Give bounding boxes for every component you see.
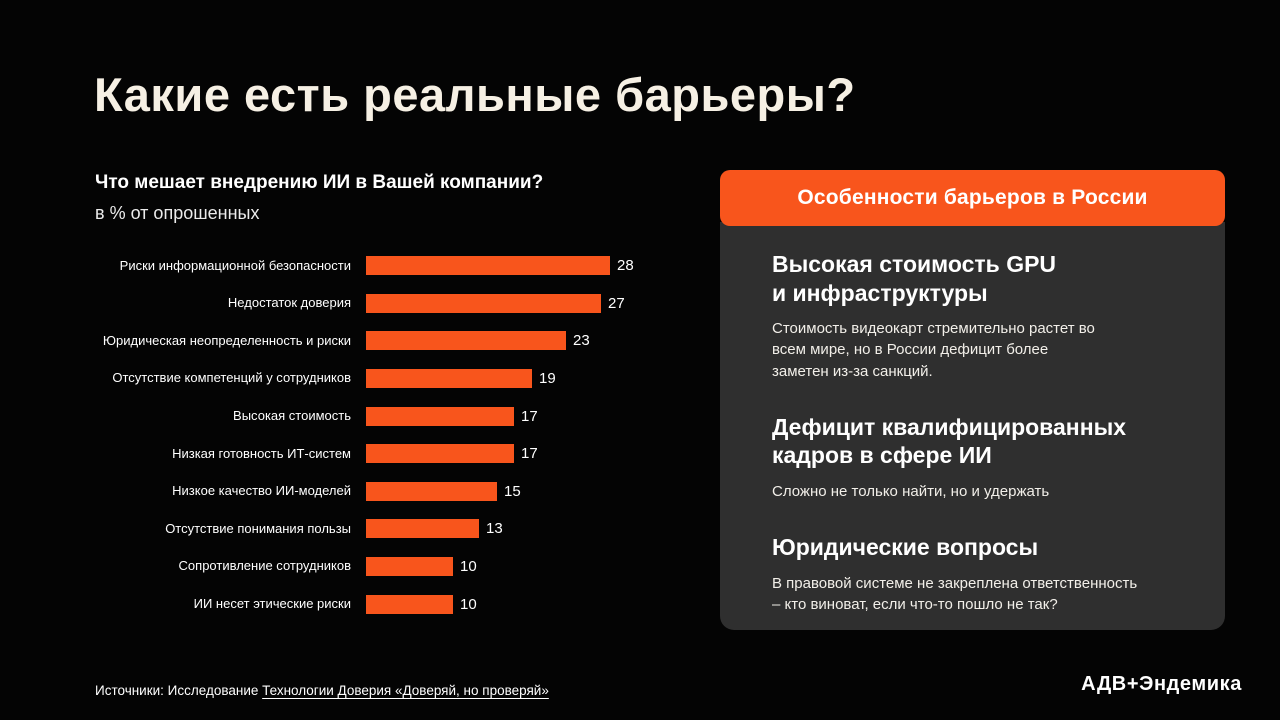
panel-section-title: Высокая стоимость GPU и инфраструктуры xyxy=(772,251,1057,306)
bar xyxy=(366,331,566,351)
bar-label: Недостаток доверия xyxy=(227,295,351,311)
panel-section-body: Сложно не только найти, но и удержать xyxy=(772,482,1050,500)
bar-row: Высокая стоимость 17 xyxy=(78,397,668,435)
bar-track: 23 xyxy=(366,331,668,351)
bar-label: Юридическая неопределенность и риски xyxy=(102,332,351,348)
source-link[interactable]: Технологии Доверия «Доверяй, но проверяй… xyxy=(262,683,549,698)
bar-row: Отсутствие понимания пользы 13 xyxy=(78,510,668,548)
panel-section-body: В правовой системе не закреплена ответст… xyxy=(772,574,1138,614)
panel-section: Высокая стоимость GPU и инфраструктуры С… xyxy=(772,250,1187,382)
bar-label: Низкая готовность ИТ-систем xyxy=(172,445,351,461)
bar-row: ИИ несет этические риски 10 xyxy=(78,585,668,623)
bar-track: 17 xyxy=(366,406,668,426)
chart-subtitle: в % от опрошенных xyxy=(95,203,260,223)
logo: АДВ+Эндемика xyxy=(1081,673,1242,695)
panel-section-body: Стоимость видеокарт стремительно растет … xyxy=(772,320,1095,380)
bar-label: Отсутствие компетенций у сотрудников xyxy=(112,370,351,386)
bar-track: 27 xyxy=(366,293,668,313)
bar-label: Высокая стоимость xyxy=(233,408,351,424)
panel-section-title: Дефицит квалифицированных кадров в сфере… xyxy=(772,413,1127,469)
panel-section: Дефицит квалифицированных кадров в сфере… xyxy=(772,413,1187,502)
bar-value: 10 xyxy=(460,558,477,576)
bar-row: Риски информационной безопасности 28 xyxy=(78,247,668,285)
bar xyxy=(366,406,514,426)
bar-track: 19 xyxy=(366,369,668,389)
bar-value: 17 xyxy=(521,407,538,425)
bar-value: 23 xyxy=(573,332,590,350)
source-prefix: Источники: Исследование xyxy=(95,683,263,698)
bar-value: 10 xyxy=(460,595,477,613)
bar-label: Отсутствие понимания пользы xyxy=(165,520,351,536)
bar xyxy=(366,256,610,276)
bar-track: 10 xyxy=(366,594,668,614)
bar xyxy=(366,293,601,313)
bar xyxy=(366,519,479,539)
bar xyxy=(366,481,497,501)
bar xyxy=(366,594,453,614)
bar-value: 17 xyxy=(521,445,538,463)
bar xyxy=(366,369,532,389)
bar-value: 19 xyxy=(539,370,556,388)
bar-track: 13 xyxy=(366,519,668,539)
bar-row: Низкая готовность ИТ-систем 17 xyxy=(78,435,668,473)
source-note: Источники: Исследование Технологии Довер… xyxy=(95,683,549,698)
bar-chart: Риски информационной безопасности 28 Недос… xyxy=(78,247,668,623)
panel-header: Особенности барьеров в России xyxy=(720,170,1225,226)
bar-row: Юридическая неопределенность и риски 23 xyxy=(78,322,668,360)
chart-header: Что мешает внедрению ИИ в Вашей компании… xyxy=(95,172,543,224)
chart-title: Что мешает внедрению ИИ в Вашей компании… xyxy=(95,172,544,193)
bar-value: 15 xyxy=(504,482,521,500)
bar-value: 13 xyxy=(486,520,503,538)
bar-track: 15 xyxy=(366,481,668,501)
bar-track: 10 xyxy=(366,557,668,577)
slide-title: Какие есть реальные барьеры? xyxy=(94,68,856,121)
bar-value: 27 xyxy=(608,294,625,312)
panel-card: Высокая стоимость GPU и инфраструктуры С… xyxy=(720,222,1225,630)
bar-row: Сопротивление сотрудников 10 xyxy=(78,548,668,586)
bar-label: Низкое качество ИИ-моделей xyxy=(172,483,351,499)
bar-label: Риски информационной безопасности xyxy=(119,257,351,273)
bar-label: ИИ несет этические риски xyxy=(193,595,351,611)
bar xyxy=(366,444,514,464)
panel-section: Юридические вопросы В правовой системе н… xyxy=(772,533,1187,615)
panel-section-title: Юридические вопросы xyxy=(772,534,1039,561)
bar-label: Сопротивление сотрудников xyxy=(178,558,351,574)
bar-track: 17 xyxy=(366,444,668,464)
bar-row: Низкое качество ИИ-моделей 15 xyxy=(78,473,668,511)
bar xyxy=(366,557,453,577)
bar-track: 28 xyxy=(366,256,668,276)
bar-row: Недостаток доверия 27 xyxy=(78,285,668,323)
bar-row: Отсутствие компетенций у сотрудников 19 xyxy=(78,360,668,398)
bar-value: 28 xyxy=(617,257,634,275)
